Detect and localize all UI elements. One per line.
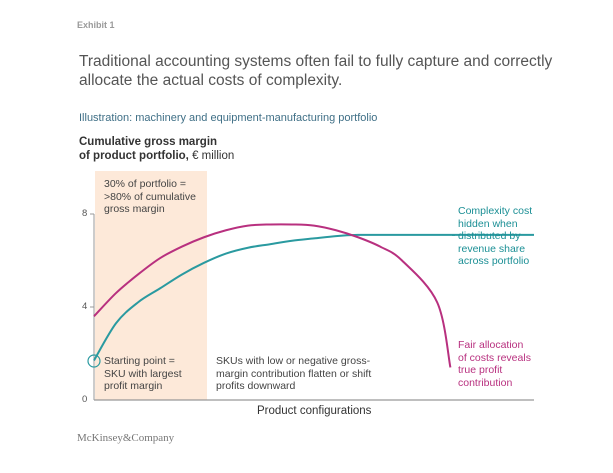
teal-note-line: distributed by — [458, 230, 521, 242]
magenta-note-line: contribution — [458, 376, 513, 389]
x-axis-title: Product configurations — [257, 405, 372, 417]
brand-logo: McKinsey&Company — [77, 432, 175, 444]
y-tick-label-0: 0 — [82, 394, 88, 405]
tail-annotation: SKUs with low or negative gross- margin … — [216, 355, 371, 393]
magenta-series-label: Fair allocation of costs reveals true pr… — [458, 339, 531, 389]
y-axis-unit: € million — [192, 150, 235, 162]
start-annotation: Starting point = SKU with largest profit… — [104, 355, 182, 393]
teal-series-label: Complexity cost hidden when distributed … — [458, 205, 532, 268]
start-note-line: profit margin — [104, 380, 163, 392]
shade-note-line: gross margin — [104, 203, 165, 215]
shade-annotation: 30% of portfolio = >80% of cumulative gr… — [104, 178, 196, 216]
exhibit-label: Exhibit 1 — [77, 20, 115, 30]
chart-subtitle: Illustration: machinery and equipment-ma… — [79, 112, 378, 124]
shade-note-line: >80% of cumulative — [104, 190, 196, 203]
shaded-region — [95, 171, 207, 400]
start-note-line: SKU with largest — [104, 367, 182, 380]
magenta-note-line: Fair allocation — [458, 339, 524, 351]
tail-note-line: SKUs with low or negative gross- — [216, 355, 371, 367]
teal-note-line: across portfolio — [458, 255, 530, 267]
y-axis-title: Cumulative gross margin of product portf… — [79, 135, 234, 163]
tail-note-line: margin contribution flatten or shift — [216, 367, 372, 380]
magenta-note-line: true profit — [458, 364, 503, 376]
teal-note-line: hidden when — [458, 217, 518, 230]
start-point-marker — [87, 354, 101, 368]
teal-note-line: revenue share — [458, 242, 526, 255]
magenta-series-line — [93, 223, 452, 368]
shade-note-line: 30% of portfolio = — [104, 178, 187, 190]
tail-note-line: profits downward — [216, 380, 296, 392]
y-axis-title-line1: Cumulative gross margin — [79, 136, 218, 148]
teal-series-line — [93, 233, 534, 361]
teal-note-line: Complexity cost — [458, 205, 533, 217]
magenta-note-line: of costs reveals — [458, 351, 531, 364]
start-note-line: Starting point = — [104, 355, 175, 367]
y-axis-title-line2: of product portfolio, — [79, 150, 189, 162]
y-tick-label-4: 4 — [82, 301, 88, 312]
chart-title: Traditional accounting systems often fai… — [79, 53, 553, 89]
y-tick-label-8: 8 — [82, 208, 88, 219]
